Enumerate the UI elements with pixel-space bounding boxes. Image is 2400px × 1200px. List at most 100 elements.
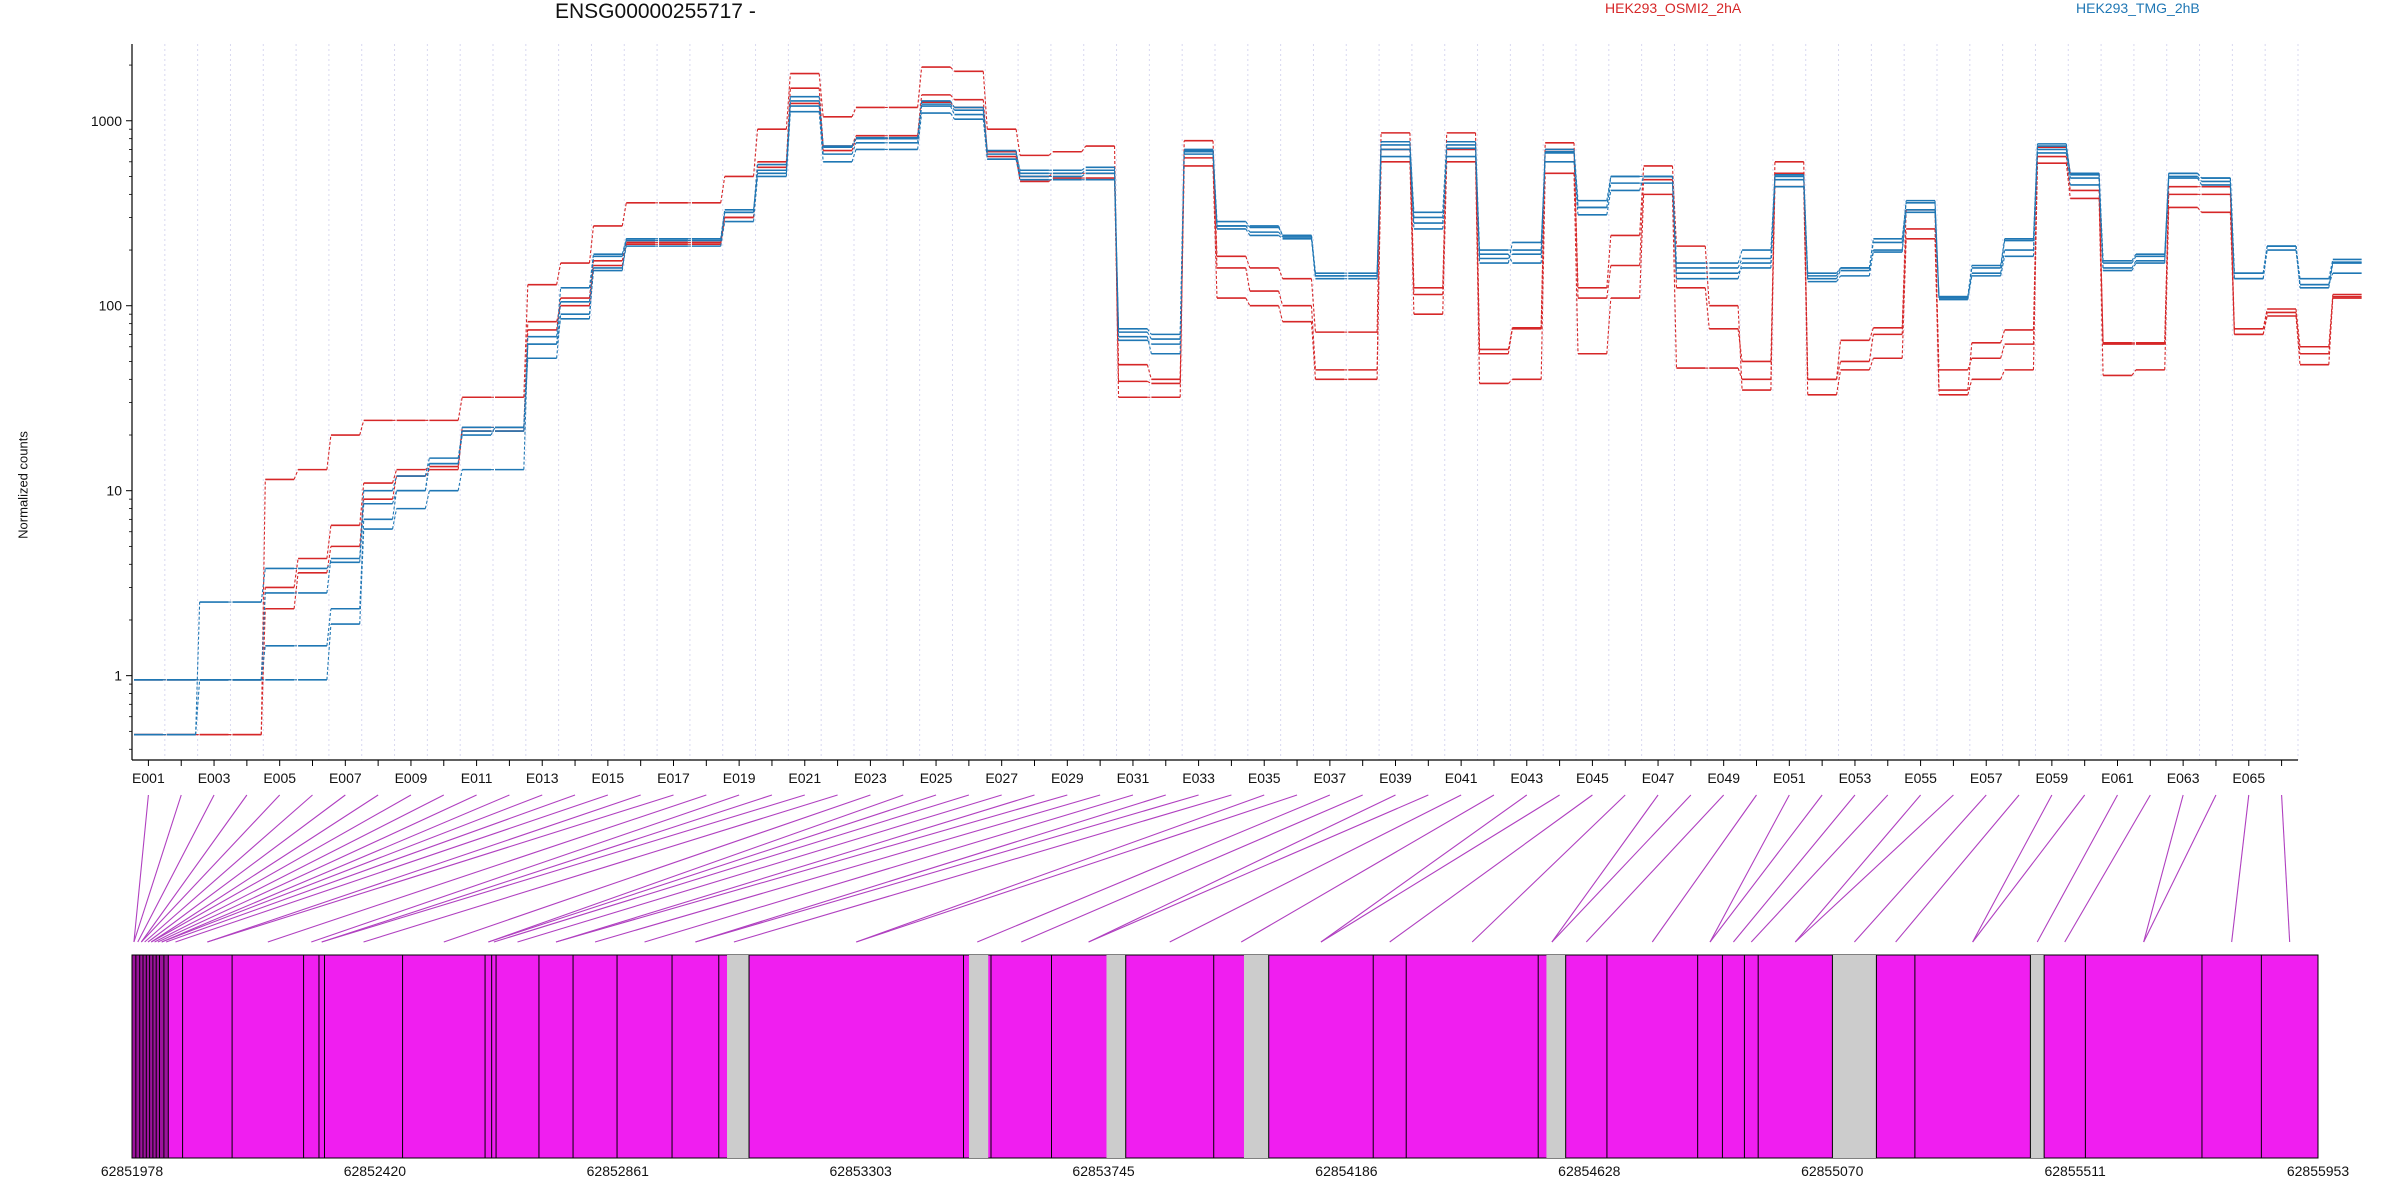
series-connector (326, 562, 332, 569)
series-connector (1507, 378, 1513, 384)
series-connector (1146, 364, 1152, 380)
series-connector (1310, 278, 1317, 333)
exon-connector (1794, 794, 1922, 943)
exon-connector (2143, 794, 2184, 943)
series-connector (1868, 358, 1874, 371)
series-connector (1868, 249, 1874, 276)
x-tick-label: E053 (1839, 770, 1872, 786)
x-tick-label: E029 (1051, 770, 1084, 786)
series-connector (1278, 305, 1284, 322)
series-connector (752, 164, 759, 213)
series-connector (950, 94, 955, 101)
series-connector (621, 246, 627, 269)
series-connector (326, 546, 332, 573)
exon-connector (695, 794, 1166, 943)
series-connector (1836, 369, 1842, 395)
series-connector (556, 287, 562, 337)
series-connector (2098, 198, 2104, 376)
series-connector (2262, 308, 2268, 329)
series-connector (818, 111, 824, 162)
series-connector (1573, 161, 1579, 215)
series-connector (1278, 231, 1284, 238)
x-tick-label: E061 (2101, 770, 2134, 786)
x-tick-label: E065 (2232, 770, 2265, 786)
exon-connector (154, 794, 445, 943)
exon-connector (140, 794, 281, 943)
series-connector (392, 475, 398, 491)
exon-connector (207, 794, 641, 943)
series-connector (2131, 256, 2137, 264)
series-connector (1606, 190, 1612, 215)
series-connector (1836, 361, 1842, 380)
exon-connector (1088, 794, 1396, 943)
series-connector (1737, 328, 1743, 362)
series-connector (1671, 176, 1678, 268)
genomic-tick-label: 62851978 (101, 1163, 164, 1179)
y-tick-label: 100 (99, 298, 123, 314)
series-connector (2295, 315, 2301, 365)
exon-connector (140, 794, 248, 943)
x-tick-label: E057 (1970, 770, 2003, 786)
series-connector (785, 111, 791, 177)
series-connector (424, 463, 430, 491)
series-connector (949, 112, 955, 120)
exon-connector (150, 794, 412, 943)
exon-connectors (133, 794, 2291, 943)
series-connector (523, 344, 529, 470)
exon-connector (2231, 794, 2250, 943)
intron-gap (969, 955, 989, 1158)
series-connector (1967, 379, 1973, 395)
series-connector (720, 212, 726, 239)
series-connector (1310, 237, 1317, 276)
series-connector (1737, 249, 1743, 264)
x-tick-label: E015 (592, 770, 625, 786)
series-connector (785, 73, 791, 130)
series-connector (326, 608, 332, 646)
series-connector (1737, 258, 1743, 269)
series-connector (1310, 235, 1317, 276)
series-connector (2065, 152, 2071, 185)
genomic-tick-label: 62852861 (587, 1163, 650, 1179)
intron-gap (1546, 955, 1566, 1158)
series-connector (2000, 369, 2006, 380)
series-connector (1934, 238, 1940, 395)
series-6 (134, 100, 2362, 681)
series-connector (2328, 259, 2334, 279)
series-connector (260, 608, 266, 735)
series-connector (2000, 343, 2006, 359)
series-connector (556, 263, 562, 285)
exon-connector (144, 794, 313, 943)
series-connector (818, 100, 824, 147)
series-connector (1146, 339, 1152, 345)
series-connector (1737, 262, 1743, 279)
series-connector (1606, 235, 1612, 288)
series-connector (1836, 267, 1842, 277)
exon-connector (1389, 794, 1593, 943)
series-connector (1015, 159, 1021, 180)
intron-gap (1243, 955, 1269, 1158)
exon-connector (2064, 794, 2151, 943)
dense-exon-cluster (132, 955, 169, 1158)
series-connector (1573, 173, 1579, 354)
exon-connector (1651, 794, 1757, 943)
exon-connector (856, 794, 1265, 943)
series-connector (1015, 129, 1021, 156)
exon-connector (321, 794, 805, 943)
series-connector (1507, 253, 1513, 259)
series-connector (2065, 156, 2071, 191)
series-connector (1245, 221, 1251, 228)
series-connector (2098, 184, 2104, 271)
exon-connector (1794, 794, 1954, 943)
series-connector (326, 624, 332, 680)
x-tick-label: E045 (1576, 770, 1609, 786)
x-tick-label: E033 (1182, 770, 1215, 786)
series-connector (326, 525, 332, 559)
series-connector (1081, 172, 1087, 177)
series-connector (195, 602, 201, 735)
series-connector (556, 301, 562, 345)
series-connector (2000, 238, 2006, 266)
series-connector (1147, 380, 1152, 384)
exon-connector (133, 794, 149, 943)
y-tick-label: 10 (106, 483, 122, 499)
series-connector (392, 469, 398, 484)
